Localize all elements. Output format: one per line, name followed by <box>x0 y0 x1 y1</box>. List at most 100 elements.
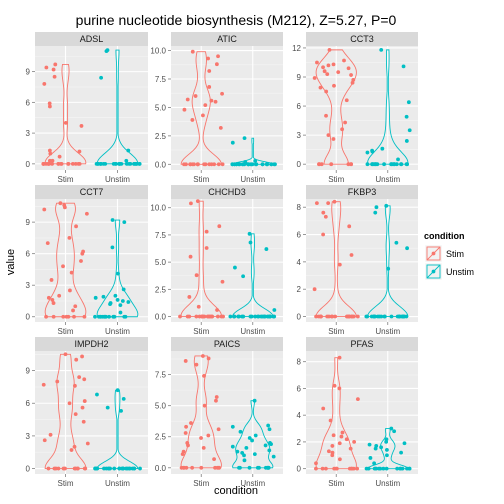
data-point-unstim <box>399 162 403 167</box>
data-point-stim <box>182 107 187 112</box>
data-point-stim <box>69 270 74 275</box>
data-point-stim <box>68 288 72 293</box>
data-point-unstim <box>242 458 247 463</box>
data-point-stim <box>331 137 336 141</box>
data-point-stim <box>316 314 321 319</box>
data-point-unstim <box>252 452 257 457</box>
data-point-unstim <box>120 299 125 303</box>
data-point-stim <box>49 278 54 282</box>
data-point-stim <box>326 63 331 68</box>
data-point-unstim <box>117 466 122 471</box>
data-point-stim <box>85 441 90 446</box>
data-point-stim <box>216 162 221 167</box>
data-point-stim <box>220 162 225 167</box>
legend-label: Unstim <box>446 267 474 277</box>
data-point-unstim <box>404 139 409 143</box>
data-point-unstim <box>367 442 372 447</box>
facet-label: CCT3 <box>350 34 374 44</box>
data-point-unstim <box>263 443 268 448</box>
data-point-stim <box>330 314 335 319</box>
y-tick-label: 2 <box>297 285 302 294</box>
y-tick-label: 9 <box>26 68 31 77</box>
data-point-stim <box>318 85 323 90</box>
data-point-unstim <box>377 314 382 319</box>
data-point-stim <box>201 113 205 118</box>
y-tick-label: 9 <box>297 73 302 82</box>
y-tick-label: 6 <box>26 399 31 408</box>
data-point-unstim <box>126 148 131 153</box>
legend-item-stim: Stim <box>424 244 464 263</box>
data-point-stim <box>201 446 206 450</box>
data-point-stim <box>44 314 48 319</box>
violin-stim <box>180 355 222 469</box>
data-point-stim <box>327 314 331 319</box>
data-point-stim <box>312 76 317 80</box>
data-point-stim <box>69 448 74 452</box>
data-point-unstim <box>248 162 253 167</box>
data-point-stim <box>332 199 337 204</box>
data-point-stim <box>50 161 54 166</box>
data-point-stim <box>213 99 218 104</box>
data-point-stim <box>337 386 342 391</box>
data-point-unstim <box>389 426 394 431</box>
data-point-stim <box>355 397 360 402</box>
data-point-stim <box>81 419 86 424</box>
data-point-unstim <box>256 314 260 319</box>
data-point-stim <box>80 251 85 256</box>
data-point-unstim <box>102 314 107 319</box>
data-point-stim <box>337 457 342 462</box>
y-tick-label: 9 <box>26 218 31 227</box>
data-point-stim <box>182 162 186 167</box>
data-point-unstim <box>259 314 263 319</box>
data-point-unstim <box>405 162 410 167</box>
data-point-unstim <box>105 405 110 410</box>
violin-unstim <box>366 428 409 470</box>
violin-stim <box>315 201 357 317</box>
data-point-unstim <box>234 162 239 167</box>
facet-adsl: ADSL 0 3 6 9 Stim Unstim <box>26 32 148 184</box>
facet-panels: ADSL 0 3 6 9 Stim Unstim ATIC 0.0 2.5 5.0 7.5 10.0 St… <box>26 32 418 488</box>
y-tick-label: 7.5 <box>155 75 167 84</box>
data-point-stim <box>317 162 322 167</box>
data-point-stim <box>349 73 353 77</box>
data-point-unstim <box>378 466 383 471</box>
data-point-stim <box>53 62 58 67</box>
data-point-stim <box>47 158 52 163</box>
data-point-unstim <box>236 314 241 319</box>
data-point-stim <box>180 452 185 457</box>
data-point-stim <box>321 65 325 70</box>
data-point-stim <box>74 357 79 362</box>
data-point-stim <box>71 308 75 313</box>
data-point-unstim <box>93 314 97 319</box>
violin-stim <box>44 353 87 470</box>
data-point-stim <box>188 254 193 259</box>
facet-strip <box>171 337 283 351</box>
data-point-unstim <box>110 245 115 250</box>
data-point-unstim <box>108 302 112 307</box>
data-point-stim <box>190 465 195 470</box>
violin-unstim <box>96 219 139 318</box>
data-point-stim <box>190 49 195 54</box>
data-point-stim <box>184 424 188 429</box>
data-point-stim <box>61 314 66 319</box>
data-point-stim <box>72 314 76 319</box>
y-tick-label: 6 <box>26 98 31 107</box>
x-tick-label: Unstim <box>240 479 265 488</box>
data-point-stim <box>216 427 221 432</box>
data-point-stim <box>77 375 82 380</box>
data-point-stim <box>73 161 78 166</box>
data-point-unstim <box>407 128 412 133</box>
y-tick-label: 7.5 <box>155 371 167 380</box>
data-point-unstim <box>112 314 117 319</box>
data-point-stim <box>314 314 318 319</box>
data-point-stim <box>51 314 56 319</box>
facet-paics: PAICS 0.0 2.5 5.0 7.5 Stim Unstim <box>155 337 283 488</box>
data-point-stim <box>82 399 87 403</box>
data-point-stim <box>215 308 219 312</box>
data-point-unstim <box>405 246 409 251</box>
data-point-stim <box>330 453 335 458</box>
y-tick-label: 4 <box>297 411 302 420</box>
data-point-stim <box>314 466 318 471</box>
legend-key-point <box>431 269 436 274</box>
data-point-stim <box>212 457 216 461</box>
